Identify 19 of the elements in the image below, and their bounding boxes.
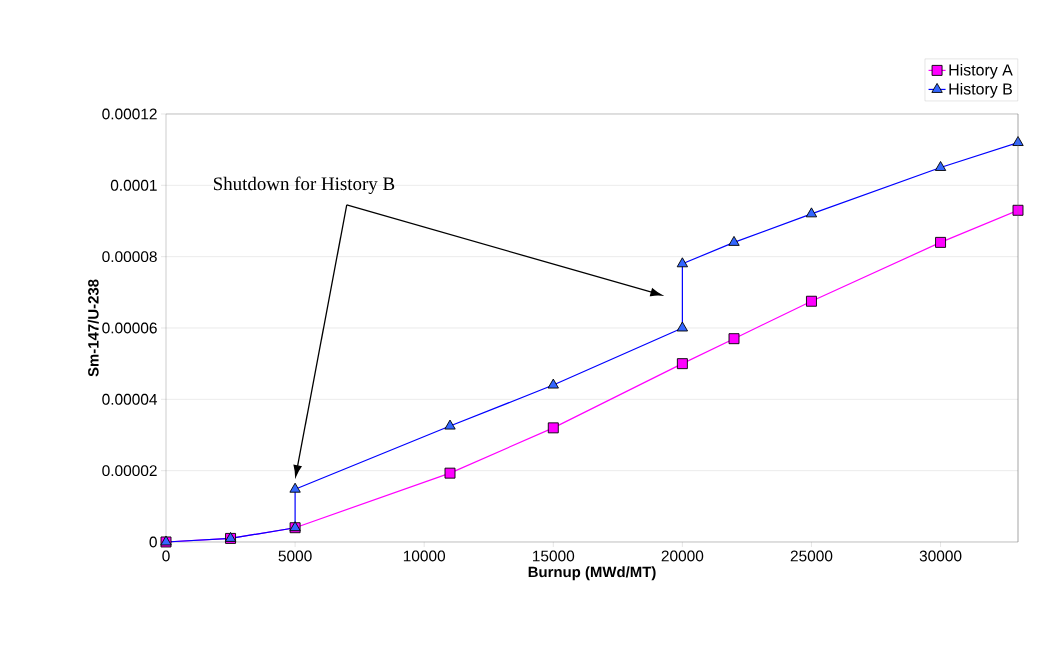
x-tick-label: 0: [162, 550, 170, 562]
y-tick-label: 0.00004: [102, 393, 158, 405]
y-tick-label: 0.00008: [102, 251, 157, 263]
x-tick-label: 30000: [919, 550, 962, 562]
x-tick-label: 15000: [532, 550, 575, 562]
x-tick-label: 20000: [661, 550, 704, 562]
x-tick-label: 10000: [403, 550, 446, 562]
y-tick-label: 0.00012: [102, 108, 157, 120]
legend-label: History A: [949, 63, 1013, 79]
y-tick-label: 0.0001: [110, 179, 157, 191]
x-axis-title: Burnup (MWd/MT): [528, 566, 656, 581]
annotation: Shutdown for History B: [213, 176, 395, 195]
x-tick-label: 5000: [278, 550, 312, 562]
y-axis-title: Sm-147/U-238: [87, 279, 99, 377]
y-tick-label: 0.00006: [102, 322, 157, 334]
y-tick-label: 0: [149, 536, 157, 548]
y-tick-label: 0.00002: [102, 465, 157, 477]
x-tick-label: 25000: [790, 550, 833, 562]
legend-label: History B: [949, 82, 1012, 98]
